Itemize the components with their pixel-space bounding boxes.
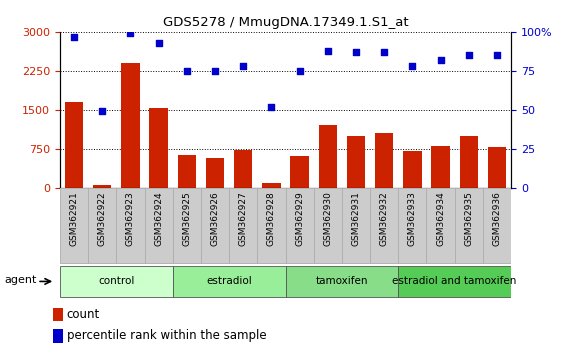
FancyBboxPatch shape (60, 266, 173, 297)
Bar (347, 136, 365, 188)
Bar (262, 183, 280, 188)
FancyBboxPatch shape (399, 266, 511, 297)
Text: GSM362924: GSM362924 (154, 192, 163, 246)
Point (408, 63, 417, 69)
Text: GSM362922: GSM362922 (98, 192, 107, 246)
Point (295, 68, 304, 74)
Point (98, 108, 107, 114)
Point (351, 49, 360, 55)
Text: count: count (67, 308, 100, 321)
Point (126, 30, 135, 36)
Point (267, 104, 276, 109)
Bar (375, 133, 393, 188)
Text: agent: agent (5, 275, 37, 285)
Text: GSM362921: GSM362921 (70, 192, 79, 246)
FancyBboxPatch shape (201, 188, 229, 263)
FancyBboxPatch shape (455, 188, 483, 263)
Text: GSM362934: GSM362934 (436, 192, 445, 246)
Point (211, 68, 220, 74)
FancyBboxPatch shape (399, 188, 427, 263)
FancyBboxPatch shape (144, 188, 173, 263)
Bar (53, 308, 63, 321)
FancyBboxPatch shape (313, 188, 342, 263)
Point (239, 63, 248, 69)
FancyBboxPatch shape (286, 188, 313, 263)
Title: GDS5278 / MmugDNA.17349.1.S1_at: GDS5278 / MmugDNA.17349.1.S1_at (163, 16, 408, 29)
Text: estradiol: estradiol (206, 276, 252, 286)
Bar (234, 150, 252, 188)
Text: GSM362932: GSM362932 (380, 192, 389, 246)
Point (492, 52, 501, 58)
Text: GSM362925: GSM362925 (182, 192, 191, 246)
FancyBboxPatch shape (258, 188, 286, 263)
FancyBboxPatch shape (370, 188, 399, 263)
Point (436, 57, 445, 63)
FancyBboxPatch shape (229, 188, 258, 263)
Text: GSM362929: GSM362929 (295, 192, 304, 246)
FancyBboxPatch shape (60, 188, 88, 263)
Bar (291, 156, 309, 188)
Point (182, 68, 191, 74)
Text: GSM362926: GSM362926 (211, 192, 219, 246)
FancyBboxPatch shape (342, 188, 370, 263)
FancyBboxPatch shape (427, 188, 455, 263)
Bar (53, 329, 63, 343)
Point (464, 52, 473, 58)
Text: GSM362933: GSM362933 (408, 192, 417, 246)
Text: estradiol and tamoxifen: estradiol and tamoxifen (392, 276, 517, 286)
Text: GSM362935: GSM362935 (464, 192, 473, 246)
Text: tamoxifen: tamoxifen (316, 276, 368, 286)
FancyBboxPatch shape (116, 188, 144, 263)
Point (70, 34, 79, 39)
FancyBboxPatch shape (173, 266, 286, 297)
Text: control: control (98, 276, 135, 286)
Text: GSM362923: GSM362923 (126, 192, 135, 246)
Text: GSM362930: GSM362930 (323, 192, 332, 246)
Text: GSM362936: GSM362936 (492, 192, 501, 246)
Point (380, 49, 389, 55)
Point (323, 48, 332, 53)
Text: GSM362928: GSM362928 (267, 192, 276, 246)
Bar (403, 151, 421, 188)
Bar (460, 136, 478, 188)
Bar (432, 146, 450, 188)
Bar (178, 155, 196, 188)
Bar (93, 185, 111, 188)
Bar (488, 147, 506, 188)
Point (154, 40, 163, 46)
FancyBboxPatch shape (88, 188, 116, 263)
FancyBboxPatch shape (483, 188, 511, 263)
Text: GSM362927: GSM362927 (239, 192, 248, 246)
FancyBboxPatch shape (286, 266, 399, 297)
FancyBboxPatch shape (173, 188, 201, 263)
Bar (206, 158, 224, 188)
Bar (121, 63, 139, 188)
Text: GSM362931: GSM362931 (352, 192, 360, 246)
Text: percentile rank within the sample: percentile rank within the sample (67, 329, 266, 342)
Bar (319, 125, 337, 188)
Bar (65, 102, 83, 188)
Bar (150, 108, 168, 188)
